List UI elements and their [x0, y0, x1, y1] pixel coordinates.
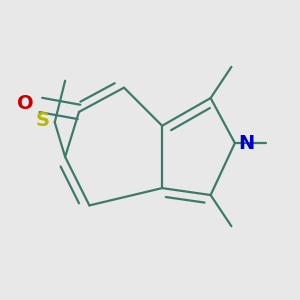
Text: S: S — [35, 111, 50, 130]
Text: O: O — [17, 94, 34, 113]
Text: N: N — [238, 134, 255, 153]
